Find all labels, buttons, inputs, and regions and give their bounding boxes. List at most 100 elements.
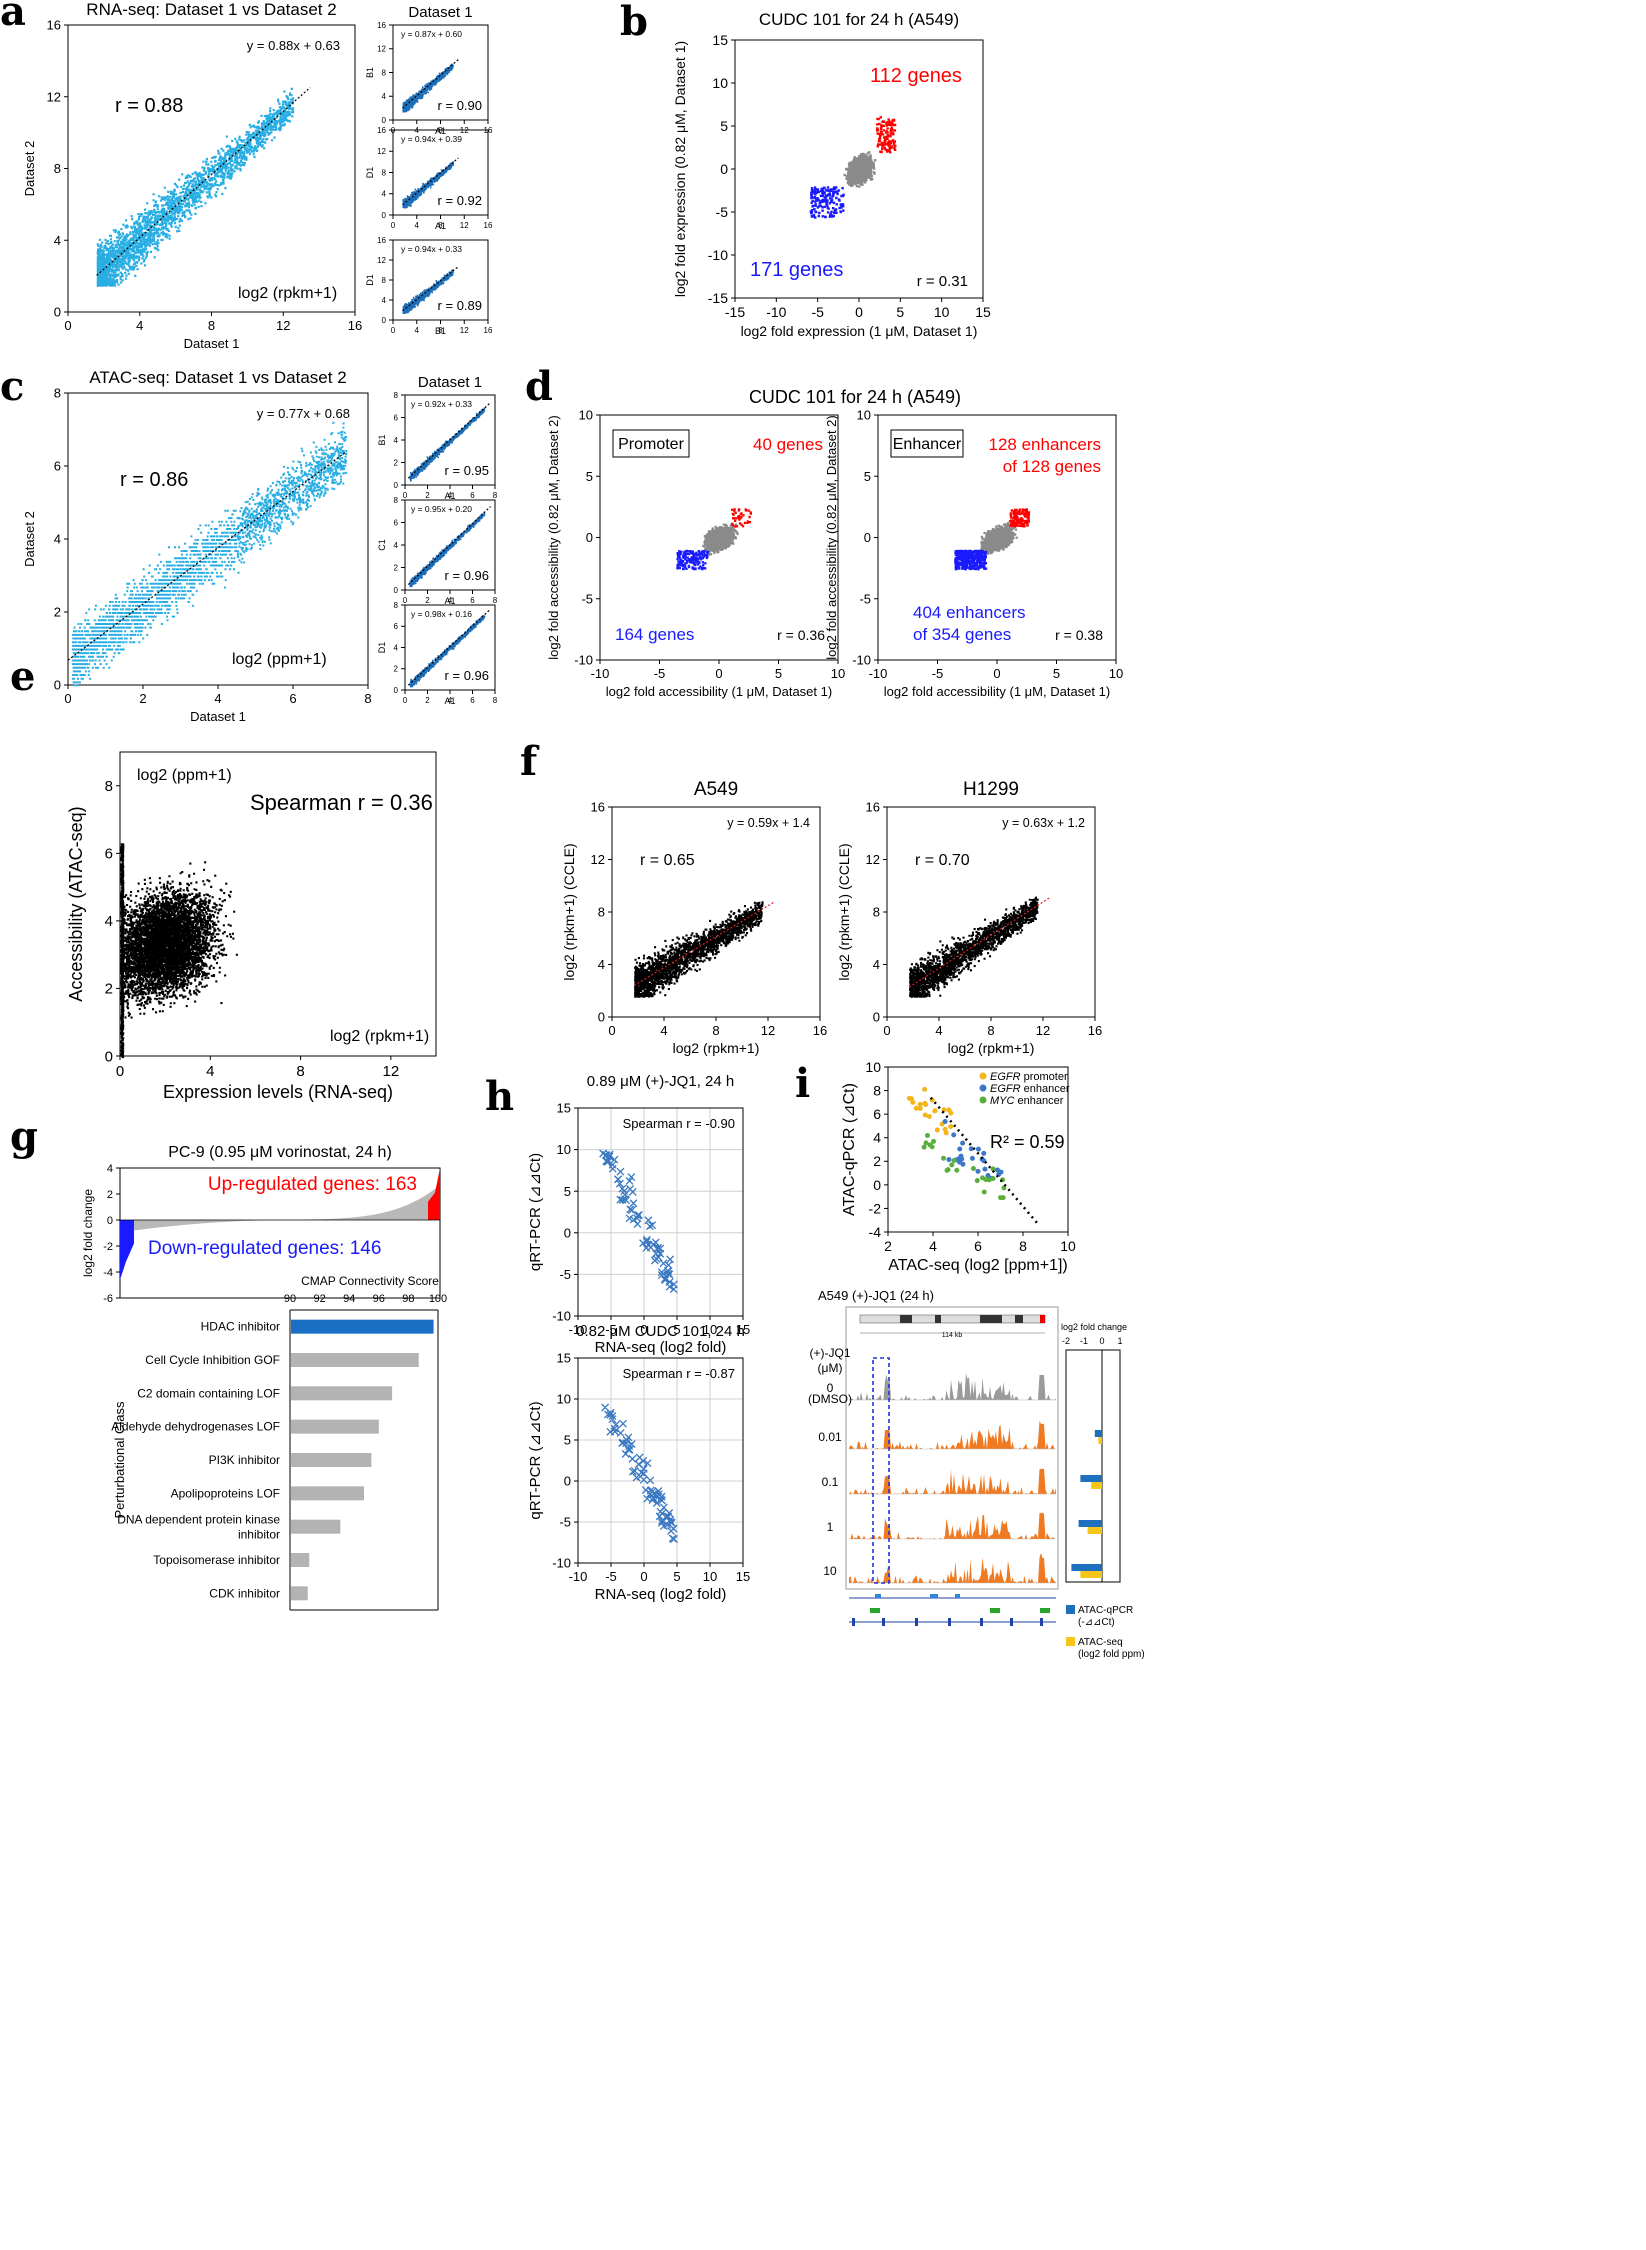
x-axis-label: A1 bbox=[444, 596, 455, 606]
x-tick-label: 8 bbox=[364, 691, 371, 706]
up-label: of 128 genes bbox=[1003, 457, 1101, 476]
y-tick-label: 4 bbox=[382, 190, 387, 199]
y-tick-label: 4 bbox=[394, 541, 399, 550]
scatter-points bbox=[409, 615, 486, 688]
x-tick-label: 0 bbox=[64, 691, 71, 706]
x-tick-label: 15 bbox=[736, 1569, 750, 1584]
ideogram-band bbox=[980, 1315, 1002, 1323]
exon bbox=[948, 1618, 951, 1626]
gene-feature bbox=[930, 1594, 938, 1598]
y-tick-label: 8 bbox=[394, 391, 399, 400]
r-value: r = 0.96 bbox=[445, 668, 489, 683]
y-tick-label: 12 bbox=[377, 147, 386, 156]
bar bbox=[291, 1353, 419, 1367]
enhancer-feature bbox=[1040, 1608, 1050, 1613]
x-tick-label: 0 bbox=[403, 596, 408, 605]
y-axis-label: log2 fold accessibility (0.82 μM, Datase… bbox=[824, 415, 839, 660]
bar bbox=[291, 1419, 379, 1434]
y-tick-label: 10 bbox=[857, 408, 871, 423]
chart-title: A549 bbox=[694, 779, 738, 800]
y-tick-label: 10 bbox=[579, 408, 593, 423]
panel-letter-e: e bbox=[10, 653, 35, 700]
x-tick-label: 15 bbox=[975, 304, 991, 320]
y-tick-label: -5 bbox=[716, 204, 729, 220]
panel-letter-b: b bbox=[620, 0, 648, 45]
category-label: PI3K inhibitor bbox=[209, 1453, 280, 1467]
y-tick-label: 8 bbox=[382, 168, 387, 177]
x-tick-label: 94 bbox=[343, 1293, 355, 1305]
category-label: Cell Cycle Inhibition GOF bbox=[145, 1353, 280, 1367]
y-tick-label: -5 bbox=[859, 591, 871, 606]
qpcr-bar bbox=[1071, 1564, 1102, 1571]
x-tick-label: 12 bbox=[383, 1063, 400, 1080]
x-axis-label: log2 fold accessibility (1 μM, Dataset 1… bbox=[606, 684, 832, 699]
y-tick-label: 0 bbox=[720, 161, 728, 177]
category-label: CDK inhibitor bbox=[209, 1586, 280, 1600]
y-tick-label: 0 bbox=[598, 1010, 605, 1025]
down-label: of 354 genes bbox=[913, 625, 1011, 644]
scatter-points bbox=[409, 407, 486, 482]
category-label: DNA dependent protein kinase bbox=[117, 1513, 280, 1527]
condition-label: 1 bbox=[827, 1520, 834, 1534]
plot-a_s1: 04812160481216A1B1Dataset 1y = 0.87x + 0… bbox=[365, 4, 493, 136]
x-tick-label: 0 bbox=[403, 696, 408, 705]
x-tick-label: 0 bbox=[715, 666, 722, 681]
x-tick-label: 16 bbox=[348, 318, 362, 333]
y-tick-label: 2 bbox=[105, 981, 113, 998]
x-tick-label: 5 bbox=[896, 304, 904, 320]
y-axis-label: D1 bbox=[365, 167, 375, 179]
y-axis-label: B1 bbox=[365, 67, 375, 78]
box-label-frame bbox=[612, 429, 690, 458]
equation: y = 0.94x + 0.39 bbox=[401, 134, 462, 144]
fit-line bbox=[96, 87, 311, 276]
equation: y = 0.98x + 0.16 bbox=[411, 609, 472, 619]
x-tick-label: 6 bbox=[974, 1238, 982, 1254]
y-tick-label: 4 bbox=[107, 1163, 113, 1175]
y-tick-label: 4 bbox=[873, 957, 880, 972]
category-label: Aldehyde dehydrogenases LOF bbox=[111, 1420, 280, 1434]
x-tick-label: 10 bbox=[703, 1569, 717, 1584]
x-axis-label: Expression levels (RNA-seq) bbox=[163, 1082, 393, 1102]
y-tick-label: -2 bbox=[103, 1241, 113, 1253]
seq-bar bbox=[1087, 1527, 1102, 1534]
x-tick-label: 15 bbox=[736, 1322, 750, 1337]
x-tick-label: 0 bbox=[993, 666, 1000, 681]
x-axis-label: RNA-seq (log2 fold) bbox=[595, 1339, 727, 1356]
x-tick-label: 4 bbox=[448, 696, 453, 705]
y-tick-label: 0 bbox=[873, 1010, 880, 1025]
y-tick-label: -15 bbox=[708, 290, 728, 306]
gene-feature bbox=[875, 1594, 881, 1598]
legend-rest: enhancer bbox=[1014, 1095, 1063, 1107]
category-label: inhibitor bbox=[238, 1528, 280, 1542]
fit-line bbox=[407, 402, 491, 479]
box-label: Enhancer bbox=[893, 436, 962, 453]
plot-c_s1: 0 2 4 6 8 0 2 4 6 8 A1 B1 Dataset 1 y = 0.92x + 0.33 r… bbox=[377, 374, 498, 501]
y-axis-label: ATAC-qPCR (⊿Ct) bbox=[841, 1083, 858, 1216]
x-tick-label: -5 bbox=[605, 1569, 617, 1584]
up-label: 40 genes bbox=[753, 435, 823, 454]
scatter-points-down bbox=[676, 549, 710, 571]
x-tick-label: -10 bbox=[766, 304, 786, 320]
legend-italic: EGFR bbox=[990, 1071, 1021, 1083]
x-tick-label: 2 bbox=[139, 691, 146, 706]
legend-label: MYC enhancer bbox=[990, 1095, 1064, 1107]
coverage-track bbox=[849, 1468, 1056, 1494]
highlight-region bbox=[872, 1357, 890, 1584]
scatter-points-group-1 bbox=[942, 1118, 1004, 1181]
x-tick-label: 2 bbox=[425, 696, 430, 705]
y-tick-label: 8 bbox=[873, 1082, 881, 1098]
x-tick-label: 90 bbox=[284, 1293, 296, 1305]
plot-c_main: 0 2 4 6 8 0 2 4 6 8 Dataset 1 Dataset 2 ATAC-seq: Da… bbox=[22, 368, 372, 724]
y-tick-label: 8 bbox=[873, 905, 880, 920]
plot-h1: -10 -5 0 5 10 15 -10 -5 0 5 10 15 RNA-seq (log2 fold… bbox=[527, 1073, 750, 1356]
y-tick-label: -5 bbox=[581, 591, 593, 606]
enhancer-feature bbox=[870, 1608, 880, 1613]
legend-label: (log2 fold ppm) bbox=[1078, 1649, 1145, 1660]
y-tick-label: 5 bbox=[720, 118, 728, 134]
y-axis-label: C1 bbox=[377, 539, 387, 551]
y-tick-label: 5 bbox=[864, 469, 871, 484]
equation: y = 0.77x + 0.68 bbox=[257, 406, 350, 421]
x-tick-label: 0 bbox=[883, 1023, 890, 1038]
x-tick-label: 4 bbox=[136, 318, 143, 333]
y-tick-label: 12 bbox=[377, 256, 386, 265]
